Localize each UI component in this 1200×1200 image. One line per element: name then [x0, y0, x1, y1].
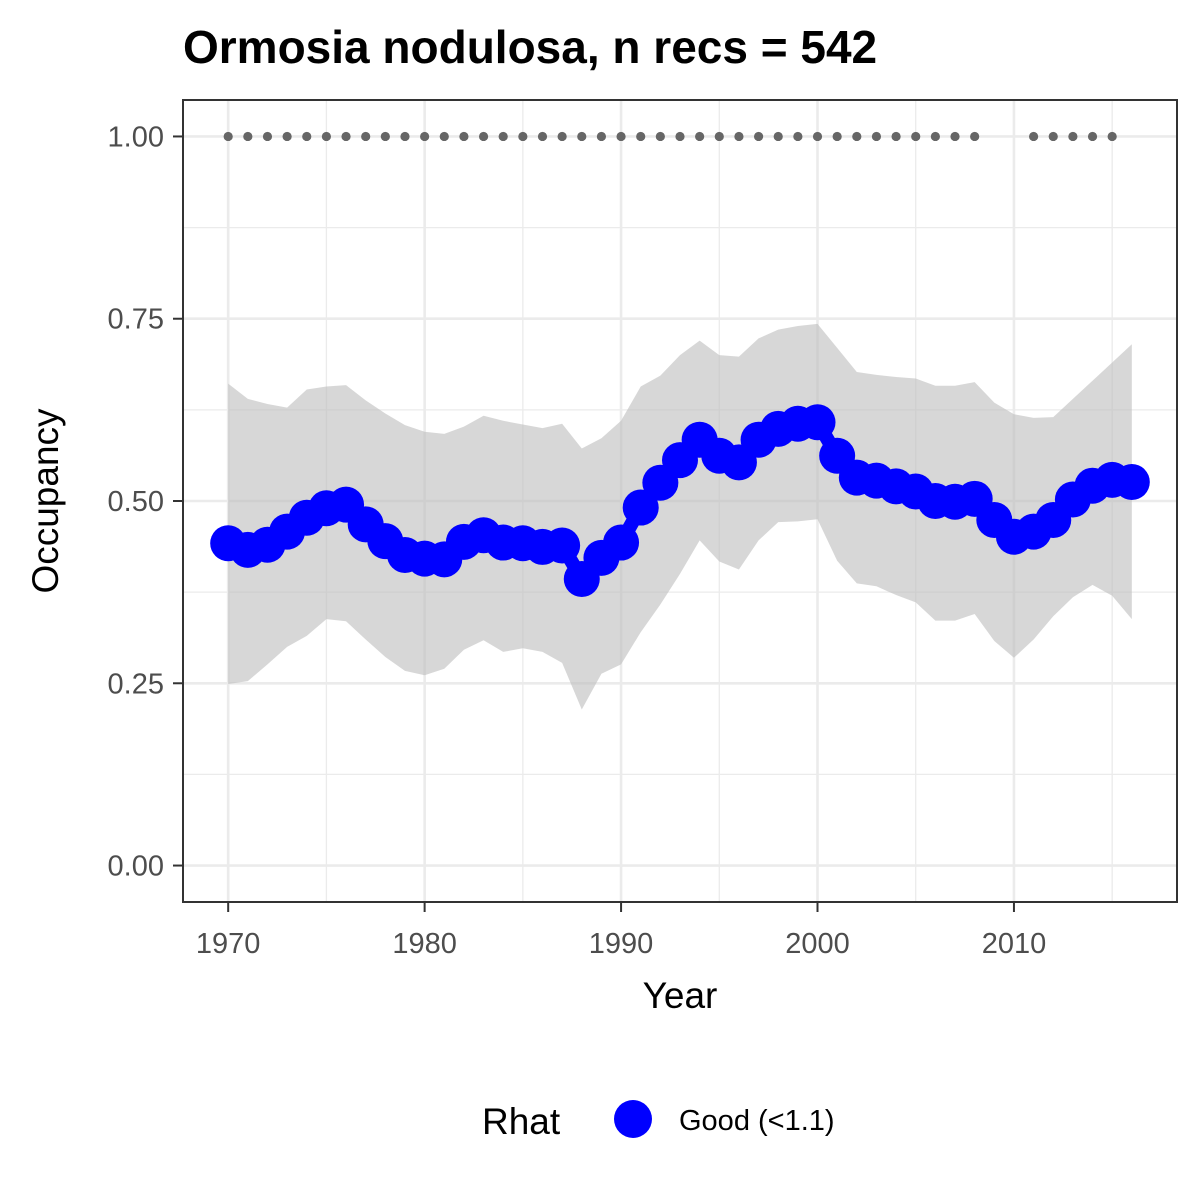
- record-point: [970, 131, 980, 142]
- x-tick-label: 1980: [392, 928, 457, 960]
- record-point: [459, 131, 469, 142]
- record-point: [636, 131, 646, 142]
- x-tick-label: 2000: [785, 928, 850, 960]
- x-tick-label: 1990: [589, 928, 654, 960]
- x-tick-label: 2010: [982, 928, 1047, 960]
- record-point: [557, 131, 567, 142]
- record-point: [223, 131, 233, 142]
- occupancy-points-layer: [210, 404, 1150, 598]
- record-point: [341, 131, 351, 142]
- record-point: [498, 131, 508, 142]
- record-point: [871, 131, 882, 142]
- record-point: [714, 131, 724, 142]
- record-point: [577, 131, 587, 142]
- record-point: [773, 131, 783, 142]
- record-point: [911, 131, 921, 142]
- record-point: [753, 131, 764, 142]
- record-point: [478, 131, 489, 142]
- record-point: [596, 131, 607, 142]
- occupancy-point: [1113, 464, 1150, 501]
- x-tick-label: 1970: [196, 928, 261, 960]
- occupancy-point: [603, 524, 640, 561]
- record-point: [1048, 131, 1058, 142]
- record-point: [1107, 131, 1117, 142]
- record-point: [400, 131, 410, 142]
- record-point: [1068, 131, 1078, 142]
- record-point: [655, 131, 665, 142]
- record-point: [695, 131, 705, 142]
- record-point: [439, 131, 449, 142]
- y-tick-label: 0.00: [108, 851, 164, 883]
- chart-title: Ormosia nodulosa, n recs = 542: [183, 21, 877, 73]
- legend-title: Rhat: [482, 1101, 561, 1142]
- confidence-ribbon-layer: [228, 323, 1132, 710]
- record-point: [832, 131, 842, 142]
- y-axis-title: Occupancy: [25, 408, 66, 594]
- y-tick-label: 0.75: [108, 304, 164, 336]
- legend: Rhat Good (<1.1): [482, 1100, 835, 1142]
- y-tick-label: 1.00: [108, 121, 164, 153]
- y-tick-label: 0.50: [108, 486, 164, 518]
- record-points-layer: [223, 131, 1117, 142]
- record-point: [361, 131, 371, 142]
- y-tick-label: 0.25: [108, 668, 164, 700]
- record-point: [1028, 131, 1039, 142]
- record-point: [262, 131, 273, 142]
- record-point: [302, 131, 312, 142]
- record-point: [675, 131, 685, 142]
- record-point: [950, 131, 960, 142]
- confidence-ribbon: [228, 323, 1132, 710]
- record-point: [812, 131, 823, 142]
- record-point: [891, 131, 901, 142]
- record-point: [518, 131, 528, 142]
- record-point: [380, 131, 390, 142]
- x-axis-title: Year: [643, 975, 718, 1016]
- record-point: [616, 131, 626, 142]
- record-point: [282, 131, 292, 142]
- record-point: [852, 131, 862, 142]
- record-point: [793, 131, 803, 142]
- record-point: [243, 131, 253, 142]
- record-point: [420, 131, 430, 142]
- occupancy-point: [622, 489, 659, 526]
- record-point: [1087, 131, 1098, 142]
- record-point: [930, 131, 940, 142]
- legend-key-good: [614, 1100, 652, 1138]
- record-point: [321, 131, 332, 142]
- occupancy-point: [544, 527, 581, 564]
- record-point: [734, 131, 744, 142]
- axis-ticks: 1970 1980 1990 2000 2010 0.00 0.25 0.50 0.75 1.00: [108, 121, 1047, 960]
- legend-label-good: Good (<1.1): [679, 1105, 835, 1137]
- occupancy-point: [799, 404, 836, 441]
- record-point: [537, 131, 548, 142]
